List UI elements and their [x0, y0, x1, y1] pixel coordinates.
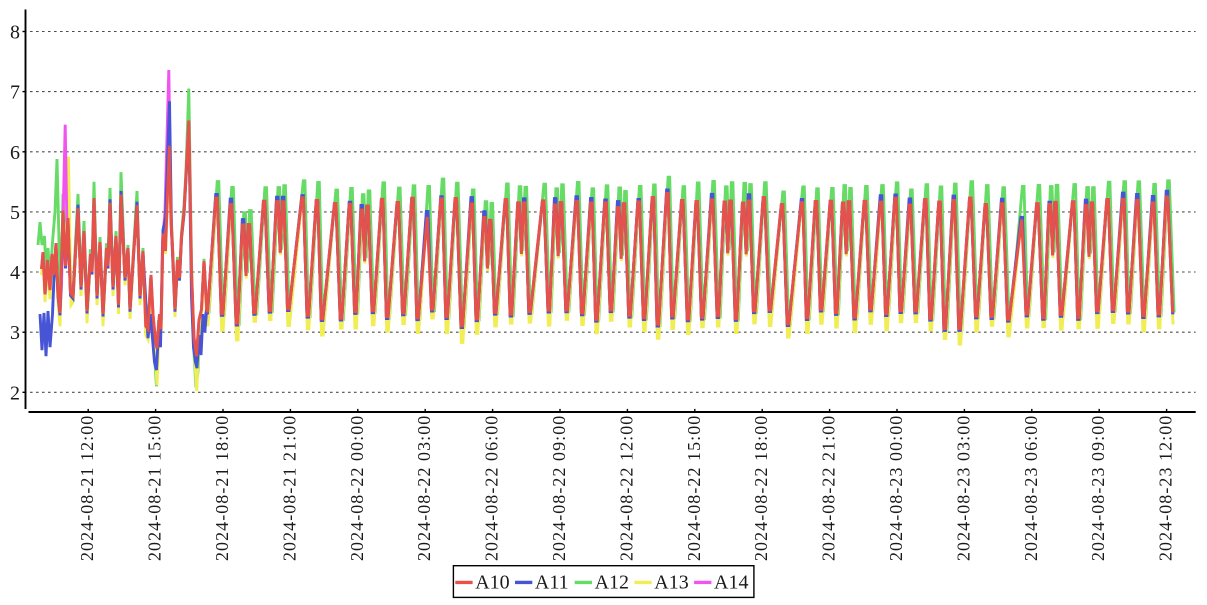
svg-text:4: 4: [10, 262, 20, 284]
svg-text:2024-08-21 12:00: 2024-08-21 12:00: [77, 415, 97, 561]
svg-text:2024-08-23 12:00: 2024-08-23 12:00: [1156, 415, 1176, 561]
svg-text:2024-08-23 09:00: 2024-08-23 09:00: [1088, 415, 1108, 561]
svg-text:2024-08-22 21:00: 2024-08-22 21:00: [819, 415, 839, 561]
svg-text:7: 7: [10, 82, 20, 104]
svg-text:2024-08-22 15:00: 2024-08-22 15:00: [684, 415, 704, 561]
svg-text:3: 3: [10, 322, 20, 344]
svg-text:2: 2: [10, 382, 20, 404]
svg-text:A11: A11: [535, 572, 569, 594]
svg-text:2024-08-23 03:00: 2024-08-23 03:00: [953, 415, 973, 561]
svg-text:2024-08-22 00:00: 2024-08-22 00:00: [347, 415, 367, 561]
svg-text:2024-08-23 06:00: 2024-08-23 06:00: [1021, 415, 1041, 561]
svg-text:2024-08-23 00:00: 2024-08-23 00:00: [886, 415, 906, 561]
svg-text:2024-08-22 03:00: 2024-08-22 03:00: [414, 415, 434, 561]
svg-text:5: 5: [10, 202, 20, 224]
svg-text:A10: A10: [475, 572, 509, 594]
svg-text:8: 8: [10, 22, 20, 44]
svg-text:2024-08-21 21:00: 2024-08-21 21:00: [279, 415, 299, 561]
svg-text:2024-08-22 12:00: 2024-08-22 12:00: [616, 415, 636, 561]
svg-text:6: 6: [10, 142, 20, 164]
svg-text:A13: A13: [654, 572, 688, 594]
svg-text:A12: A12: [595, 572, 629, 594]
svg-text:2024-08-22 06:00: 2024-08-22 06:00: [482, 415, 502, 561]
svg-text:2024-08-21 18:00: 2024-08-21 18:00: [212, 415, 232, 561]
svg-text:2024-08-22 18:00: 2024-08-22 18:00: [751, 415, 771, 561]
svg-text:2024-08-22 09:00: 2024-08-22 09:00: [549, 415, 569, 561]
svg-text:2024-08-21 15:00: 2024-08-21 15:00: [145, 415, 165, 561]
svg-text:A14: A14: [714, 572, 748, 594]
